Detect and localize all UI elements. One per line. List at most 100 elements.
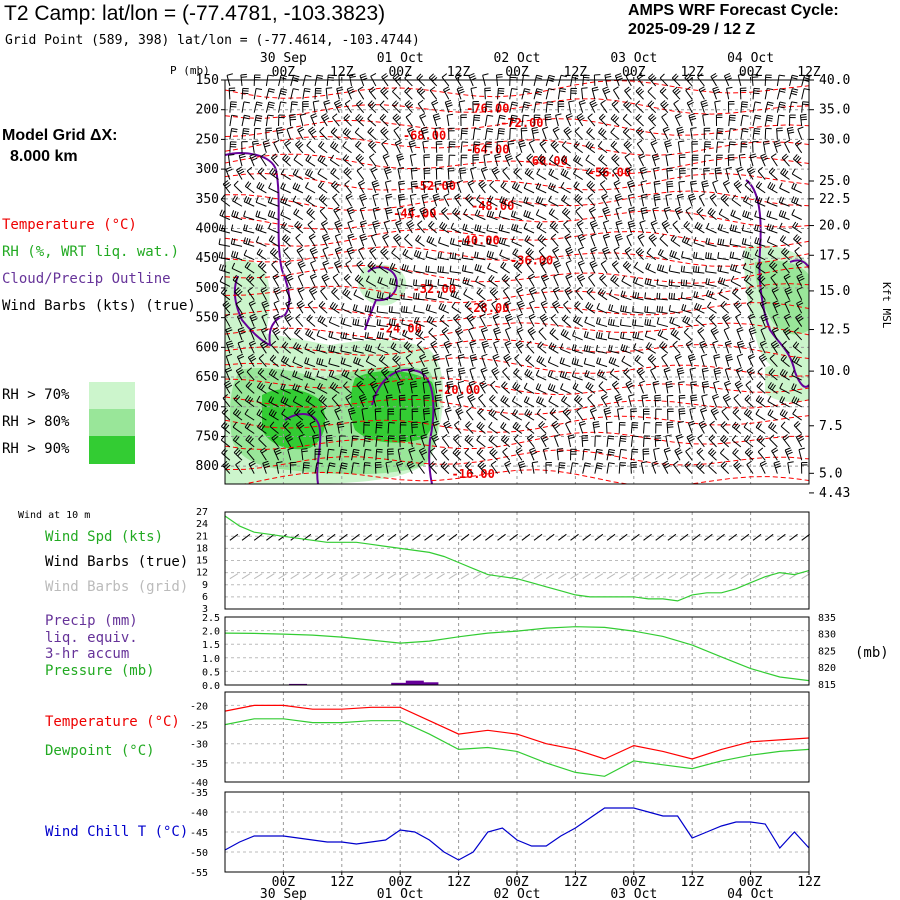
wind-barb-flag <box>335 262 342 266</box>
wind-barb-staff <box>537 238 547 247</box>
wind-barb-flag <box>678 131 685 135</box>
wind-barb-flag <box>245 237 249 244</box>
wind-barb-staff <box>464 465 474 474</box>
wind-barb-flag <box>434 180 442 183</box>
wind-barb-flag <box>624 306 627 313</box>
wind-barb-flag <box>672 340 678 346</box>
wind-barb-flag <box>231 114 238 117</box>
wind-barb-flag <box>641 461 648 464</box>
wind-barb-grid <box>740 573 750 580</box>
wind-barb-flag <box>308 209 313 215</box>
wind-barb-flag <box>781 410 786 416</box>
wind-barb-staff <box>738 155 742 167</box>
wind-barb-flag <box>626 382 633 387</box>
wind-barb-staff <box>325 88 328 100</box>
wind-barb-staff <box>531 128 535 140</box>
date-label-top: 04 Oct <box>727 51 774 66</box>
wind-barb-flag <box>586 127 591 133</box>
wind-barb-staff <box>370 236 377 247</box>
wind-barb-flag <box>783 155 789 161</box>
wind-barb-flag <box>399 394 406 397</box>
wind-barb-staff <box>513 265 523 274</box>
wind-barb-flag <box>595 345 599 352</box>
wind-barb-staff <box>525 359 535 368</box>
wind-barb-flag <box>613 179 620 184</box>
wind-barb-flag <box>304 87 311 90</box>
wind-barb-flag <box>440 291 443 298</box>
wind-barb-flag <box>394 367 401 371</box>
wind-barb-staff <box>433 409 438 421</box>
wind-barb-staff <box>413 298 425 301</box>
wind-barb-flag <box>275 291 282 295</box>
wind-barb-staff <box>624 250 632 261</box>
wind-barb-flag <box>604 90 611 95</box>
wind-barb-staff <box>462 229 474 234</box>
wind-barb-flag <box>478 423 483 429</box>
wind-barb-true <box>533 533 543 541</box>
wind-barb-staff <box>599 183 608 194</box>
wind-barb-staff <box>573 159 583 167</box>
wind-barb-flag <box>505 302 512 307</box>
wind-barb-flag <box>659 264 662 271</box>
wind-barb-staff <box>491 303 498 314</box>
wind-barb-staff <box>748 316 754 327</box>
wind-barb-staff <box>681 284 693 287</box>
wind-barb-staff <box>557 75 562 87</box>
wind-barb-staff <box>322 262 328 274</box>
wind-barb-staff <box>439 226 450 234</box>
wind-barb-flag <box>255 210 259 217</box>
wind-barb-true <box>716 533 725 541</box>
wind-barb-staff <box>351 449 355 461</box>
wind-barb-staff <box>656 284 668 287</box>
wind-barb-flag <box>243 237 246 244</box>
wind-barb-flag <box>530 289 536 293</box>
wind-barb-flag <box>797 317 804 322</box>
wind-barb-flag <box>467 393 474 398</box>
wind-barb-staff <box>241 88 244 100</box>
wind-barb-staff <box>450 257 462 261</box>
wind-barb-staff <box>521 101 525 113</box>
wind-barb-flag <box>651 117 657 122</box>
wind-barb-flag <box>734 225 737 232</box>
wind-barb-flag <box>435 399 442 402</box>
wind-barb-flag <box>310 235 316 240</box>
wind-barb-flag <box>633 261 639 268</box>
wind-barb-flag <box>701 424 707 429</box>
wind-barb-staff <box>570 75 574 87</box>
wind-barb-flag <box>693 291 696 298</box>
wind-barb-staff <box>454 330 462 341</box>
wind-barb-flag <box>373 209 380 212</box>
wind-barb-flag <box>709 193 716 198</box>
wind-barb-flag <box>613 277 619 283</box>
wind-barb-flag <box>675 355 682 360</box>
wind-barb-flag <box>783 211 787 218</box>
wind-barb-flag <box>636 139 643 145</box>
wind-barb-staff <box>666 181 669 193</box>
wind-barb-flag <box>383 90 389 96</box>
wind-barb-staff <box>545 101 548 113</box>
height-tick-label: 20.0 <box>819 219 850 234</box>
wind-barb-flag <box>758 238 762 245</box>
wind-barb-flag <box>404 234 409 240</box>
wind-barb-flag <box>797 126 804 130</box>
wind-barb-flag <box>565 273 572 278</box>
wind-barb-flag <box>342 332 345 339</box>
wind-barb-staff <box>513 372 523 381</box>
wind-barb-flag <box>400 292 403 299</box>
wind-barb-flag <box>296 385 300 392</box>
wind-barb-flag <box>634 292 637 299</box>
wind-barb-flag <box>273 250 279 256</box>
wind-barb-flag <box>246 396 252 403</box>
wind-barb-flag <box>285 286 292 291</box>
wind-barb-staff <box>652 382 657 394</box>
wind-barb-staff <box>526 344 535 354</box>
wind-barb-flag <box>665 144 672 148</box>
wind-barb-flag <box>291 101 298 103</box>
wind-barb-flag <box>708 448 713 454</box>
wind-barb-staff <box>504 463 511 474</box>
wind-barb-staff <box>318 198 328 207</box>
wind-barb-flag <box>719 448 725 454</box>
wind-barb-flag <box>345 193 352 198</box>
wind-barb-grid <box>777 573 786 580</box>
wind-barb-flag <box>469 367 476 371</box>
